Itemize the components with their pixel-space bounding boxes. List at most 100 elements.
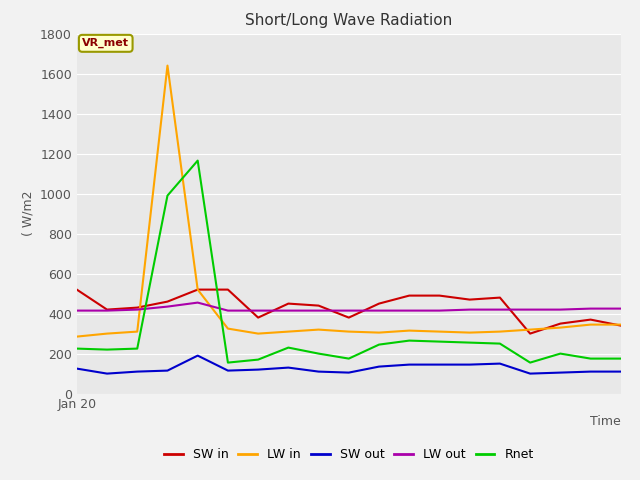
SW out [103,371,111,376]
Rnet [557,351,564,357]
SW out [164,368,172,373]
SW in [617,323,625,328]
SW out [405,362,413,368]
SW out [617,369,625,374]
LW in [345,329,353,335]
SW out [254,367,262,372]
SW in [496,295,504,300]
SW in [315,303,323,309]
SW out [194,353,202,359]
Y-axis label: ( W/m2: ( W/m2 [22,191,35,236]
LW out [254,308,262,313]
LW in [315,327,323,333]
Rnet [496,341,504,347]
LW in [587,322,595,327]
LW in [526,327,534,333]
LW in [164,63,172,69]
SW out [285,365,292,371]
LW out [194,300,202,305]
LW in [103,331,111,336]
LW in [375,330,383,336]
Line: Rnet: Rnet [77,161,621,362]
SW in [557,321,564,326]
LW out [557,307,564,312]
LW in [254,331,262,336]
LW in [133,329,141,335]
Rnet [224,360,232,365]
Rnet [405,338,413,344]
LW out [164,304,172,310]
Rnet [285,345,292,350]
LW in [285,329,292,335]
LW in [617,322,625,327]
Text: Time: Time [590,415,621,428]
LW in [557,324,564,330]
Text: VR_met: VR_met [82,38,129,48]
SW out [224,368,232,373]
Rnet [345,356,353,361]
SW in [466,297,474,302]
LW out [496,307,504,312]
LW in [224,326,232,332]
Rnet [164,192,172,199]
Rnet [375,342,383,348]
SW out [133,369,141,374]
SW in [405,293,413,299]
LW out [526,307,534,312]
Title: Short/Long Wave Radiation: Short/Long Wave Radiation [245,13,452,28]
Rnet [103,347,111,352]
Rnet [526,360,534,365]
LW in [73,334,81,339]
SW out [587,369,595,374]
LW out [73,308,81,313]
Rnet [466,340,474,346]
SW in [285,300,292,306]
LW out [224,308,232,313]
LW out [466,307,474,312]
LW out [345,308,353,313]
LW in [436,329,444,335]
Line: SW in: SW in [77,289,621,334]
SW out [315,369,323,374]
LW out [617,306,625,312]
SW out [466,362,474,368]
LW out [285,308,292,313]
LW in [194,287,202,292]
LW out [436,308,444,313]
SW out [345,370,353,375]
LW in [496,329,504,335]
SW out [557,370,564,375]
Rnet [315,351,323,357]
Rnet [194,158,202,164]
Rnet [436,339,444,345]
SW out [496,361,504,367]
SW in [587,317,595,323]
Rnet [254,357,262,362]
SW in [73,287,81,292]
SW out [375,364,383,370]
LW out [315,308,323,313]
Line: LW out: LW out [77,302,621,311]
SW out [73,366,81,372]
SW in [345,315,353,321]
SW in [133,305,141,311]
LW out [375,308,383,313]
LW in [466,330,474,336]
LW out [103,308,111,313]
SW in [254,315,262,321]
LW out [405,308,413,313]
Rnet [133,346,141,351]
LW out [133,307,141,312]
SW in [103,307,111,312]
LW in [405,328,413,334]
Rnet [73,346,81,351]
Rnet [587,356,595,361]
Line: LW in: LW in [77,66,621,336]
SW in [224,287,232,292]
Legend: SW in, LW in, SW out, LW out, Rnet: SW in, LW in, SW out, LW out, Rnet [159,443,539,466]
SW out [436,362,444,368]
SW in [164,299,172,304]
Rnet [617,356,625,361]
Line: SW out: SW out [77,356,621,373]
SW in [436,293,444,299]
